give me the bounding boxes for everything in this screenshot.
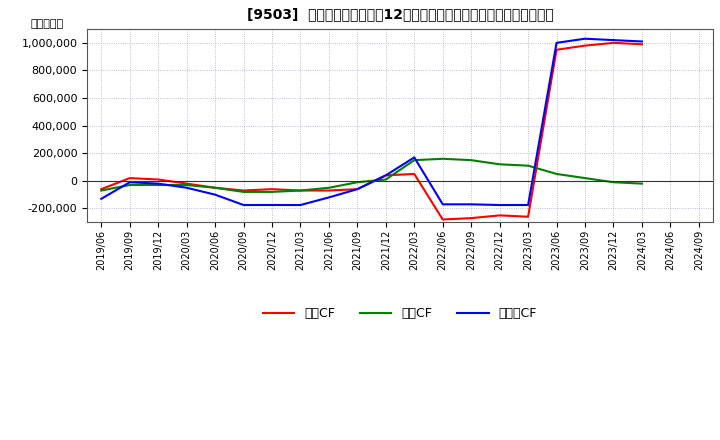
Line: 投資CF: 投資CF <box>102 159 642 192</box>
フリーCF <box>495 202 504 208</box>
投資CF <box>467 158 475 163</box>
投資CF <box>268 189 276 194</box>
営業CF <box>154 177 163 182</box>
投資CF <box>410 158 418 163</box>
営業CF <box>581 43 590 48</box>
投資CF <box>125 182 134 187</box>
営業CF <box>638 42 647 47</box>
投資CF <box>382 177 390 182</box>
フリーCF <box>382 173 390 178</box>
営業CF <box>382 173 390 178</box>
フリーCF <box>638 39 647 44</box>
投資CF <box>325 185 333 191</box>
フリーCF <box>467 202 475 207</box>
営業CF <box>125 176 134 181</box>
営業CF <box>523 214 532 220</box>
営業CF <box>296 188 305 193</box>
投資CF <box>182 182 191 187</box>
Legend: 営業CF, 投資CF, フリーCF: 営業CF, 投資CF, フリーCF <box>258 302 542 325</box>
フリーCF <box>609 37 618 43</box>
営業CF <box>467 216 475 221</box>
フリーCF <box>268 202 276 208</box>
フリーCF <box>182 185 191 191</box>
フリーCF <box>410 155 418 160</box>
投資CF <box>552 171 561 176</box>
投資CF <box>154 182 163 187</box>
営業CF <box>211 185 220 191</box>
フリーCF <box>97 196 106 202</box>
フリーCF <box>552 40 561 45</box>
フリーCF <box>325 195 333 200</box>
フリーCF <box>239 202 248 208</box>
フリーCF <box>523 202 532 208</box>
フリーCF <box>211 192 220 197</box>
営業CF <box>495 213 504 218</box>
営業CF <box>552 47 561 52</box>
営業CF <box>239 188 248 193</box>
営業CF <box>410 171 418 176</box>
営業CF <box>268 187 276 192</box>
投資CF <box>638 181 647 186</box>
営業CF <box>609 40 618 45</box>
投資CF <box>296 188 305 193</box>
投資CF <box>353 180 361 185</box>
営業CF <box>97 187 106 192</box>
投資CF <box>438 156 447 161</box>
Text: （百万円）: （百万円） <box>31 19 64 29</box>
フリーCF <box>125 180 134 185</box>
営業CF <box>438 217 447 222</box>
フリーCF <box>353 187 361 192</box>
投資CF <box>211 185 220 191</box>
フリーCF <box>154 181 163 186</box>
投資CF <box>97 188 106 193</box>
フリーCF <box>438 202 447 207</box>
フリーCF <box>581 36 590 41</box>
投資CF <box>239 189 248 194</box>
フリーCF <box>296 202 305 208</box>
Line: 営業CF: 営業CF <box>102 43 642 220</box>
営業CF <box>353 187 361 192</box>
投資CF <box>609 180 618 185</box>
投資CF <box>495 161 504 167</box>
営業CF <box>325 188 333 193</box>
Title: [9503]  キャッシュフローの12か月移動合計の対前年同期増減額の推移: [9503] キャッシュフローの12か月移動合計の対前年同期増減額の推移 <box>247 7 554 21</box>
投資CF <box>581 176 590 181</box>
営業CF <box>182 181 191 186</box>
投資CF <box>523 163 532 169</box>
Line: フリーCF: フリーCF <box>102 39 642 205</box>
